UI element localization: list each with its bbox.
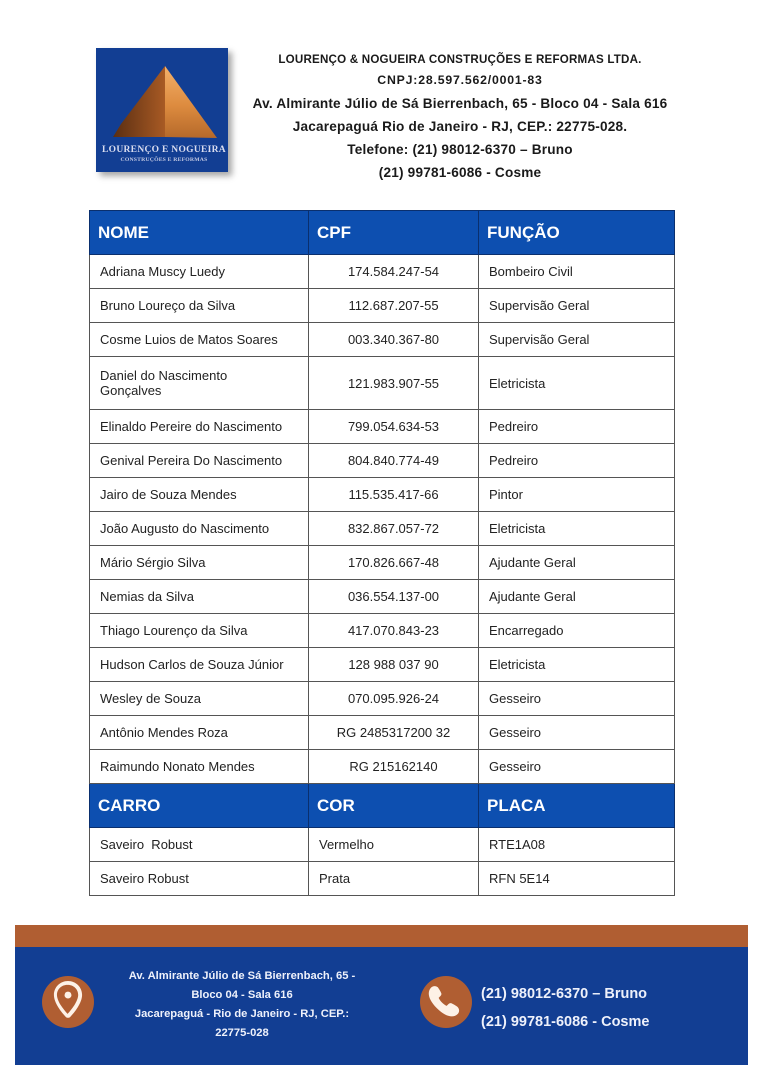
svg-text:CONSTRUÇÕES E REFORMAS: CONSTRUÇÕES E REFORMAS: [121, 155, 208, 163]
svg-text:LOURENÇO E NOGUEIRA: LOURENÇO E NOGUEIRA: [102, 145, 226, 155]
